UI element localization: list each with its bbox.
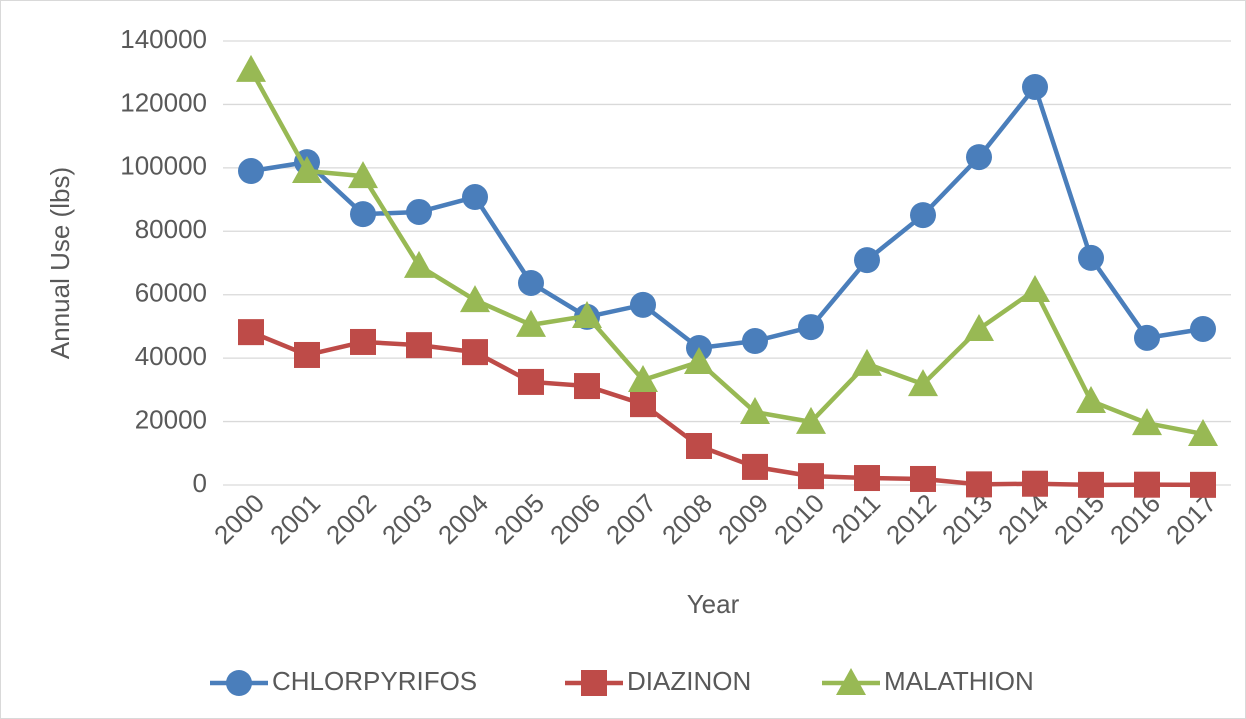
legend-label: CHLORPYRIFOS xyxy=(272,666,477,696)
data-point xyxy=(910,202,936,229)
data-point xyxy=(966,144,992,171)
data-point xyxy=(462,184,488,211)
data-point xyxy=(628,365,658,393)
data-point xyxy=(966,471,992,498)
data-point xyxy=(1076,385,1106,413)
data-point xyxy=(460,285,490,313)
data-point xyxy=(572,300,602,328)
y-tick-label: 100000 xyxy=(120,151,207,181)
data-point xyxy=(518,269,544,296)
data-point xyxy=(852,348,882,376)
series-line xyxy=(249,68,1204,437)
data-point xyxy=(350,201,376,228)
data-point xyxy=(238,158,264,185)
data-point xyxy=(796,406,826,434)
data-point xyxy=(1134,324,1160,351)
data-point xyxy=(854,247,880,274)
y-tick-label: 40000 xyxy=(135,341,207,371)
data-point xyxy=(686,432,712,459)
y-tick-label: 20000 xyxy=(135,404,207,434)
data-point xyxy=(1078,471,1104,498)
y-axis-label: Annual Use (lbs) xyxy=(45,167,75,359)
data-point xyxy=(294,341,320,368)
legend-label: MALATHION xyxy=(884,666,1034,696)
data-point xyxy=(404,250,434,278)
data-point xyxy=(742,453,768,480)
data-point xyxy=(518,368,544,395)
data-point xyxy=(406,332,432,359)
data-point xyxy=(1020,274,1050,302)
x-axis-label: Year xyxy=(687,589,740,619)
legend-label: DIAZINON xyxy=(627,666,751,696)
legend-marker xyxy=(581,670,607,696)
data-point xyxy=(964,313,994,341)
y-tick-label: 60000 xyxy=(135,278,207,308)
data-point xyxy=(238,319,264,346)
data-point xyxy=(1188,418,1218,446)
data-point xyxy=(348,161,378,189)
y-tick-label: 140000 xyxy=(120,24,207,54)
y-tick-label: 120000 xyxy=(120,87,207,117)
data-point xyxy=(798,463,824,490)
data-point xyxy=(1022,470,1048,497)
data-point xyxy=(742,328,768,355)
data-point xyxy=(854,465,880,492)
data-point xyxy=(684,346,714,374)
data-point xyxy=(1190,315,1216,342)
data-point xyxy=(798,314,824,341)
data-point xyxy=(1132,408,1162,436)
data-point xyxy=(1190,471,1216,498)
data-point xyxy=(630,391,656,418)
data-point xyxy=(462,339,488,366)
data-point xyxy=(740,397,770,425)
data-point xyxy=(1134,471,1160,498)
data-point xyxy=(1078,244,1104,271)
data-point xyxy=(630,291,656,318)
data-point xyxy=(236,54,266,82)
legend-marker xyxy=(836,668,866,695)
y-tick-label: 80000 xyxy=(135,214,207,244)
data-point xyxy=(910,465,936,492)
data-point xyxy=(908,369,938,397)
data-point xyxy=(1022,73,1048,100)
data-point xyxy=(516,309,546,337)
data-point xyxy=(406,198,432,225)
y-tick-label: 0 xyxy=(193,468,207,498)
legend-marker xyxy=(226,670,252,696)
data-point xyxy=(574,373,600,400)
data-point xyxy=(350,328,376,355)
data-point xyxy=(292,156,322,184)
